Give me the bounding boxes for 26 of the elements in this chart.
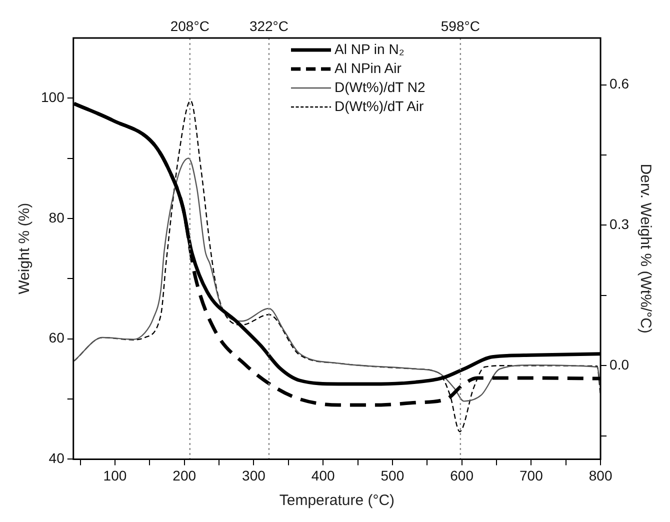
- y-tick-label: 100: [41, 89, 65, 106]
- x-tick-label: 700: [519, 467, 544, 484]
- x-tick-label: 100: [103, 467, 127, 484]
- x-tick-label: 200: [172, 467, 196, 484]
- x-tick-label: 800: [588, 467, 612, 484]
- x-tick-label: 300: [242, 467, 266, 484]
- legend-label: D(Wt%)/dT Air: [334, 97, 424, 116]
- ref-line-label: 322°C: [249, 18, 289, 34]
- legend-label: D(Wt%)/dT N2: [334, 78, 426, 97]
- legend-label: Al NPin Air: [334, 59, 402, 78]
- y-tick-label: 60: [48, 330, 65, 346]
- line-series: [73, 158, 601, 402]
- y-axis-title: Weight % (%): [16, 202, 34, 294]
- ref-line-label: 598°C: [440, 18, 480, 34]
- x-tick-label: 600: [450, 467, 474, 484]
- x-tick-label: 400: [311, 467, 335, 484]
- y2-axis-title: Derv. Weight % (Wt%/°C): [636, 164, 654, 334]
- y2-tick-label: 0.3: [610, 216, 630, 232]
- x-axis-title: Temperature (°C): [279, 492, 395, 510]
- y-tick-label: 40: [48, 450, 65, 466]
- y2-tick-label: 0.6: [610, 76, 630, 92]
- x-tick-label: 500: [380, 467, 404, 484]
- legend-label: Al NP in N₂: [334, 40, 404, 59]
- ref-line-label: 208°C: [170, 18, 210, 34]
- y-tick-label: 80: [48, 209, 65, 226]
- y2-tick-label: 0.0: [610, 356, 630, 372]
